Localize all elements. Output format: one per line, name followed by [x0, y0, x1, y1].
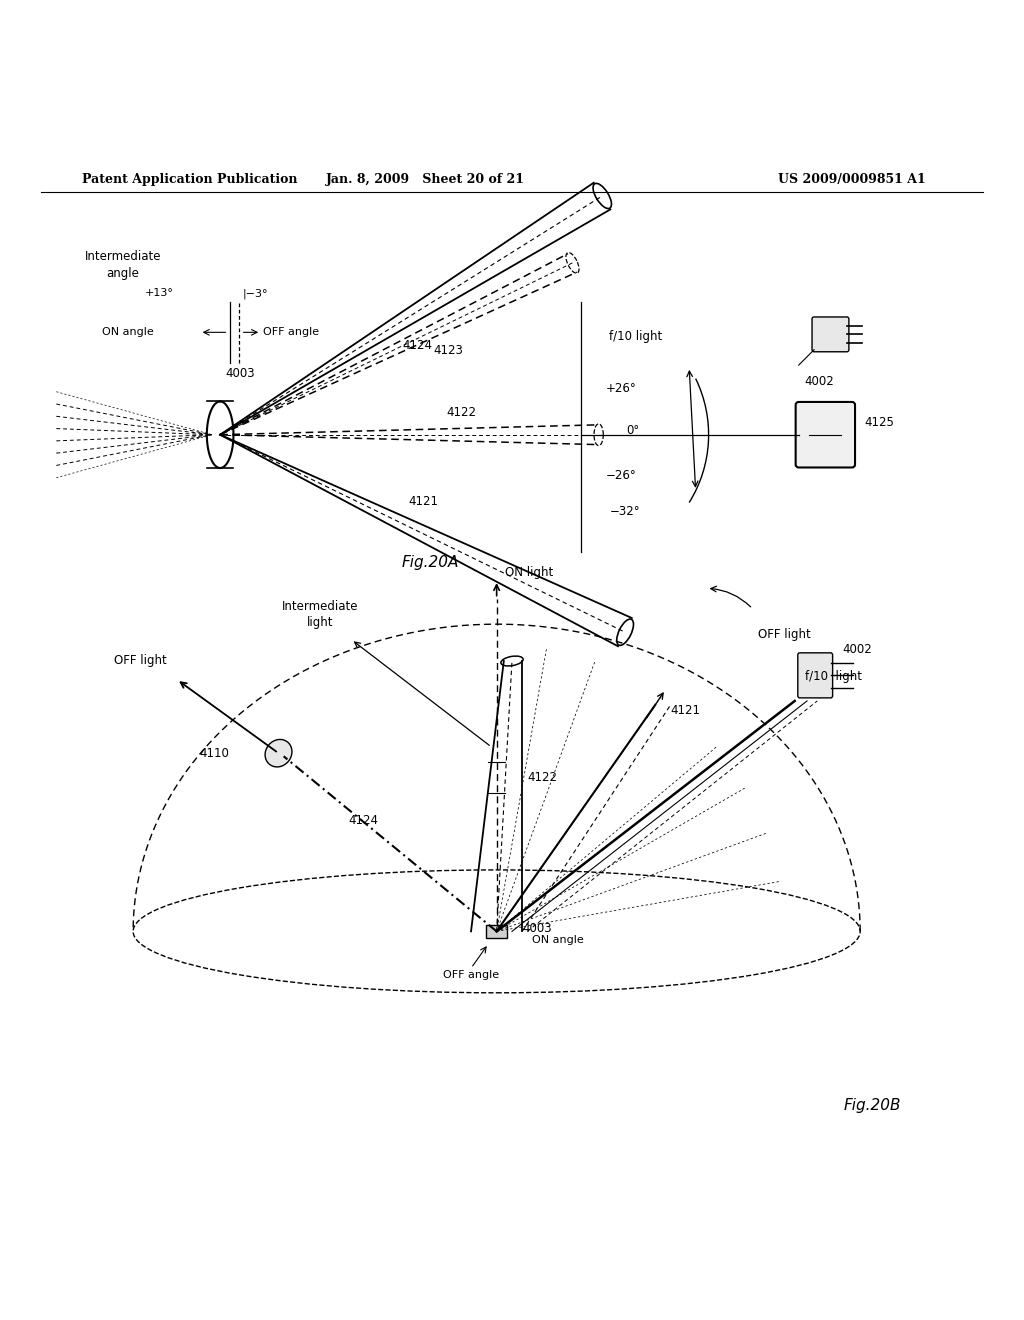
Text: 4121: 4121 — [671, 704, 700, 717]
Text: 4124: 4124 — [348, 814, 378, 828]
Text: 4125: 4125 — [864, 416, 894, 429]
Text: 4123: 4123 — [433, 343, 463, 356]
Text: OFF light: OFF light — [114, 655, 167, 667]
Text: Intermediate
angle: Intermediate angle — [85, 251, 161, 280]
Text: 4002: 4002 — [804, 375, 835, 388]
Text: 4003: 4003 — [522, 921, 552, 935]
Text: +26°: +26° — [606, 383, 637, 395]
Text: f/10  light: f/10 light — [805, 669, 862, 682]
FancyBboxPatch shape — [798, 653, 833, 698]
Text: 4002: 4002 — [843, 643, 872, 656]
Text: 4110: 4110 — [200, 747, 229, 760]
Text: Fig.20B: Fig.20B — [844, 1098, 901, 1113]
Text: OFF light: OFF light — [758, 628, 811, 642]
Text: Fig.20A: Fig.20A — [401, 556, 459, 570]
Text: 0°: 0° — [627, 424, 640, 437]
Text: +13°: +13° — [144, 288, 173, 298]
Text: Intermediate
light: Intermediate light — [283, 601, 358, 630]
Text: 4003: 4003 — [225, 367, 255, 380]
Ellipse shape — [265, 739, 292, 767]
Text: OFF angle: OFF angle — [443, 970, 499, 981]
Text: |−3°: |−3° — [243, 288, 268, 298]
Text: Patent Application Publication: Patent Application Publication — [82, 173, 297, 186]
FancyBboxPatch shape — [486, 925, 507, 937]
Text: US 2009/0009851 A1: US 2009/0009851 A1 — [778, 173, 926, 186]
Text: ON angle: ON angle — [532, 935, 585, 945]
Text: OFF angle: OFF angle — [263, 327, 319, 338]
Text: Jan. 8, 2009   Sheet 20 of 21: Jan. 8, 2009 Sheet 20 of 21 — [326, 173, 524, 186]
Text: 4122: 4122 — [527, 771, 557, 784]
FancyBboxPatch shape — [796, 403, 855, 467]
Text: 4121: 4121 — [409, 495, 438, 508]
Text: 4124: 4124 — [402, 339, 432, 352]
Text: 4122: 4122 — [446, 405, 476, 418]
Text: −32°: −32° — [609, 506, 640, 517]
Text: ON angle: ON angle — [102, 327, 155, 338]
Text: −26°: −26° — [606, 469, 637, 482]
FancyBboxPatch shape — [812, 317, 849, 351]
Text: ON light: ON light — [505, 566, 553, 579]
Text: f/10 light: f/10 light — [609, 330, 663, 343]
